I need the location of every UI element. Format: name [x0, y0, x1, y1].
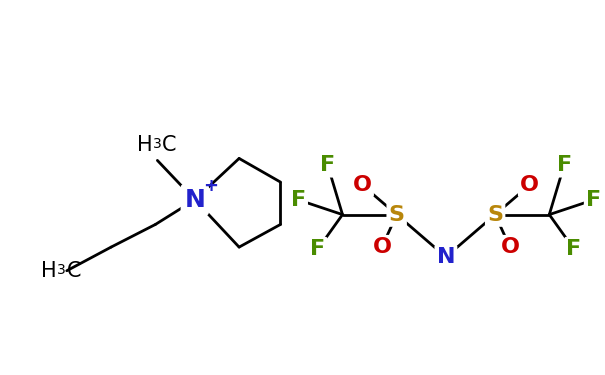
- Text: F: F: [320, 155, 335, 176]
- Text: O: O: [353, 175, 371, 195]
- Text: F: F: [310, 239, 325, 259]
- Text: C: C: [67, 261, 81, 281]
- Text: S: S: [487, 205, 503, 225]
- Text: N: N: [437, 247, 455, 267]
- Text: N: N: [185, 188, 205, 212]
- Text: S: S: [388, 205, 405, 225]
- Text: F: F: [557, 155, 572, 176]
- Text: O: O: [500, 237, 520, 257]
- Text: +: +: [203, 177, 218, 195]
- Text: O: O: [373, 237, 391, 257]
- Text: 3: 3: [57, 262, 66, 277]
- Text: F: F: [566, 239, 581, 259]
- Text: O: O: [520, 175, 539, 195]
- Text: 3: 3: [152, 136, 161, 150]
- Text: C: C: [162, 135, 177, 154]
- Text: F: F: [290, 190, 306, 210]
- Text: H: H: [41, 261, 57, 281]
- Text: H: H: [137, 135, 152, 154]
- Text: F: F: [586, 190, 601, 210]
